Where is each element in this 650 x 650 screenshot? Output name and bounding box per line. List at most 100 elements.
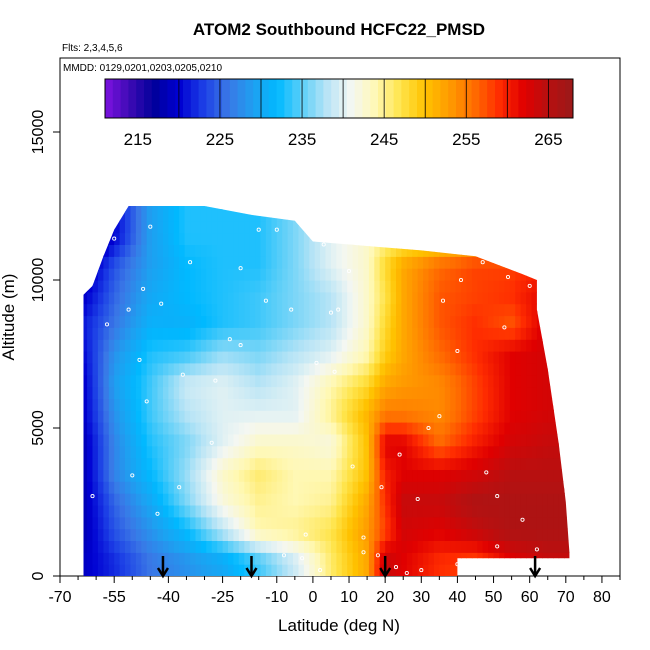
heat-cell (493, 457, 500, 470)
heat-cell (444, 374, 451, 388)
heat-cell (412, 422, 419, 435)
heat-cell (119, 445, 126, 459)
heat-cell (401, 410, 408, 423)
heat-cell (146, 528, 153, 541)
heat-cell (97, 268, 104, 281)
heat-cell (385, 469, 392, 482)
heat-cell (450, 280, 457, 293)
sample-point (238, 266, 243, 271)
heat-cell (331, 398, 337, 411)
heat-cell (433, 457, 440, 470)
heat-cell (211, 386, 218, 399)
heat-cell (341, 280, 348, 293)
heat-cell (515, 516, 522, 530)
heat-cell (249, 516, 256, 530)
heat-cell (444, 268, 451, 281)
heat-cell (152, 232, 159, 245)
heat-cell (206, 469, 213, 482)
heat-cell (477, 469, 484, 482)
heat-cell (168, 206, 175, 210)
heat-cell (439, 315, 446, 328)
heat-cell (173, 209, 180, 222)
heat-cell (260, 303, 267, 317)
heat-cell (184, 386, 191, 399)
heat-cell (488, 386, 495, 399)
heat-cell (542, 445, 549, 459)
heat-cell (325, 481, 332, 494)
heat-cell (331, 386, 337, 399)
heat-cell (195, 374, 202, 388)
heat-cell (439, 327, 446, 340)
heat-cell (125, 433, 131, 447)
heat-cell (260, 481, 267, 494)
heat-cell (119, 433, 126, 447)
heat-cell (379, 410, 386, 423)
heat-cell (271, 398, 278, 411)
heat-cell (200, 552, 207, 565)
heat-cell (141, 232, 148, 245)
heat-cell (228, 422, 234, 435)
heat-cell (461, 505, 467, 518)
heat-cell (287, 398, 294, 411)
heat-cell (379, 303, 386, 317)
heat-cell (417, 386, 424, 399)
heat-cell (526, 386, 533, 399)
heat-cell (249, 220, 256, 234)
heat-cell (293, 540, 299, 553)
heat-cell (114, 422, 121, 435)
heat-cell (249, 493, 256, 506)
heat-cell (368, 410, 375, 423)
sample-point (484, 470, 489, 475)
heat-cell (482, 457, 489, 470)
heat-cell (374, 256, 381, 269)
heat-cell (271, 232, 278, 245)
heat-cell (450, 540, 457, 553)
heat-cell (287, 220, 294, 234)
heat-cell (520, 540, 527, 553)
heat-cell (374, 398, 381, 411)
heat-cell (547, 457, 554, 470)
heat-cell (108, 552, 115, 565)
heat-cell (471, 303, 478, 317)
heat-cell (146, 422, 153, 435)
heat-cell (130, 410, 137, 423)
x-tick-label: -55 (103, 589, 126, 606)
heat-cell (455, 268, 462, 281)
heat-cell (504, 398, 511, 411)
heat-cell (195, 362, 202, 376)
heat-cell (135, 256, 142, 269)
heat-cell (238, 481, 245, 494)
heat-cell (168, 422, 175, 435)
sample-point (238, 343, 243, 348)
sample-point (415, 496, 420, 502)
heat-cell (433, 528, 440, 541)
heat-cell (157, 268, 164, 281)
heat-cell (119, 244, 126, 257)
heat-cell (152, 398, 159, 411)
heat-cell (499, 315, 505, 328)
heat-cell (184, 505, 191, 518)
heat-cell (412, 244, 419, 257)
heat-cell (244, 422, 251, 435)
heat-cell (265, 244, 272, 257)
x-axis-label: Latitude (deg N) (278, 616, 400, 635)
heat-cell (358, 280, 365, 293)
heat-cell (271, 362, 278, 376)
heat-cell (255, 291, 262, 305)
colorbar-swatch (159, 79, 168, 118)
heat-cell (97, 481, 104, 494)
heat-cell (352, 422, 359, 435)
cross-section-arrow (245, 556, 258, 579)
sample-point (534, 547, 539, 552)
heat-cell (255, 505, 262, 518)
heat-cell (455, 351, 462, 364)
heat-cell (157, 362, 164, 376)
heat-cell (211, 528, 218, 541)
heat-cell (477, 256, 484, 269)
heat-cell (320, 315, 327, 328)
heat-cell (298, 505, 305, 518)
heat-cell (184, 327, 191, 340)
heat-cell (520, 528, 527, 541)
heat-cell (211, 291, 218, 305)
heat-cell (125, 362, 131, 376)
